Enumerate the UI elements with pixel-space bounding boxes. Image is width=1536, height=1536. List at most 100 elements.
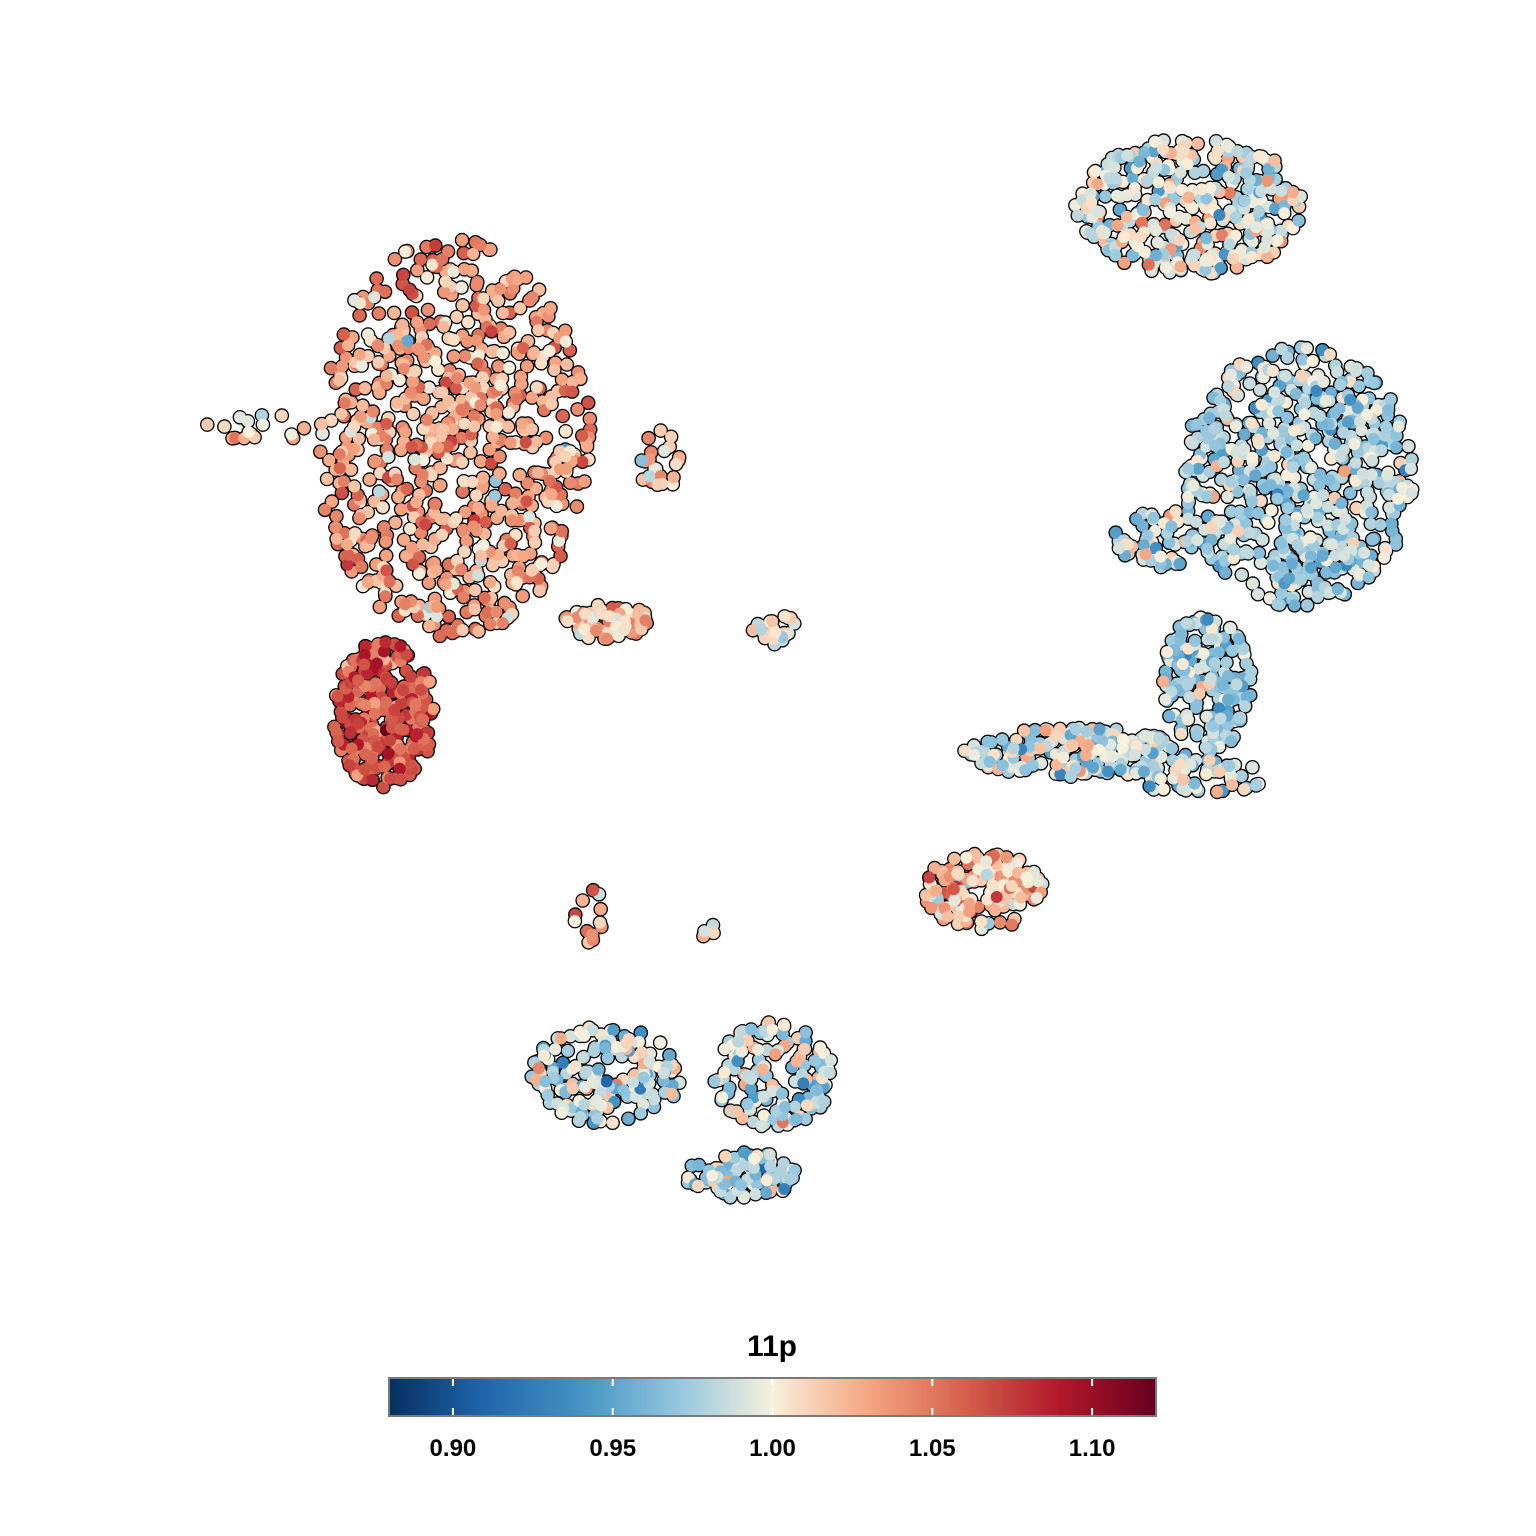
scatter-point bbox=[325, 495, 338, 508]
scatter-point bbox=[399, 245, 412, 258]
scatter-point bbox=[385, 676, 398, 689]
scatter-point bbox=[1223, 187, 1236, 199]
scatter-point bbox=[348, 420, 361, 433]
scatter-point bbox=[1142, 258, 1155, 271]
scatter-point bbox=[471, 357, 484, 370]
scatter-point bbox=[353, 512, 366, 524]
scatter-point bbox=[535, 357, 548, 370]
scatter-point bbox=[525, 564, 538, 577]
scatter-point bbox=[455, 403, 468, 416]
scatter-point bbox=[436, 423, 449, 436]
scatter-point bbox=[1214, 262, 1227, 274]
scatter-point bbox=[1181, 158, 1194, 171]
scatter-point bbox=[1099, 190, 1112, 203]
scatter-point bbox=[1199, 254, 1212, 267]
scatter-point bbox=[521, 477, 534, 490]
scatter-point bbox=[1091, 178, 1104, 191]
scatter-point bbox=[393, 374, 406, 386]
scatter-point bbox=[600, 632, 613, 645]
scatter-point bbox=[467, 520, 480, 533]
scatter-point bbox=[413, 567, 426, 580]
scatter-point bbox=[1121, 149, 1134, 162]
scatter-point bbox=[548, 364, 561, 376]
scatter-point bbox=[361, 576, 374, 589]
scatter-point bbox=[285, 428, 298, 441]
scatter-point bbox=[1268, 154, 1281, 167]
scatter-point bbox=[438, 286, 451, 298]
scatter-point bbox=[1128, 182, 1141, 195]
scatter-point bbox=[535, 557, 548, 570]
scatter-point bbox=[1221, 490, 1234, 503]
scatter-point bbox=[394, 773, 407, 786]
scatter-point bbox=[1109, 172, 1122, 185]
scatter-point bbox=[531, 466, 544, 479]
scatter-point bbox=[1286, 461, 1299, 474]
scatter-point bbox=[665, 430, 678, 443]
scatter-point bbox=[388, 306, 401, 319]
scatter-point bbox=[520, 495, 533, 508]
scatter-point bbox=[1255, 185, 1268, 198]
scatter-point bbox=[477, 471, 489, 484]
scatter-point bbox=[399, 598, 411, 611]
scatter-point bbox=[329, 521, 342, 534]
scatter-point bbox=[778, 610, 791, 623]
scatter-point bbox=[411, 728, 424, 741]
scatter-point bbox=[1188, 166, 1201, 179]
scatter-point bbox=[409, 365, 422, 378]
scatter-point bbox=[368, 456, 381, 468]
scatter-point bbox=[423, 381, 435, 394]
scatter-point bbox=[574, 372, 587, 385]
scatter-point bbox=[429, 355, 442, 368]
scatter-point bbox=[502, 406, 515, 419]
scatter-point bbox=[358, 648, 371, 661]
points-fill-layer bbox=[201, 134, 1419, 1204]
scatter-point bbox=[418, 351, 430, 364]
scatter-point bbox=[545, 398, 558, 411]
scatter-point bbox=[1353, 380, 1365, 393]
scatter-point bbox=[427, 703, 440, 715]
scatter-point bbox=[1250, 221, 1263, 234]
scatter-point bbox=[451, 372, 464, 385]
scatter-point bbox=[400, 483, 413, 495]
scatter-point bbox=[532, 572, 545, 585]
scatter-point bbox=[434, 479, 447, 492]
scatter-point bbox=[496, 347, 509, 360]
scatter-point bbox=[447, 350, 460, 363]
scatter-point bbox=[415, 683, 427, 696]
scatter-point bbox=[366, 405, 379, 418]
scatter-point bbox=[1261, 174, 1274, 187]
scatter-point bbox=[458, 545, 471, 558]
scatter-point bbox=[1132, 240, 1145, 253]
scatter-point bbox=[379, 590, 392, 603]
scatter-point bbox=[1210, 135, 1223, 148]
scatter-point bbox=[643, 470, 656, 483]
scatter-point bbox=[359, 699, 372, 712]
scatter-point bbox=[352, 674, 365, 687]
scatter-point bbox=[474, 239, 487, 251]
scatter-point bbox=[368, 697, 381, 709]
scatter-point bbox=[319, 503, 331, 516]
scatter-point bbox=[457, 591, 470, 604]
scatter-point bbox=[457, 523, 470, 536]
scatter-point bbox=[470, 334, 483, 347]
scatter-point bbox=[1349, 456, 1362, 469]
scatter-point bbox=[403, 283, 416, 296]
scatter-point bbox=[496, 617, 509, 629]
scatter-point bbox=[364, 532, 377, 545]
scatter-point bbox=[383, 734, 396, 747]
scatter-point bbox=[516, 590, 529, 602]
scatter-point bbox=[373, 485, 386, 498]
scatter-point bbox=[651, 478, 664, 491]
scatter-point bbox=[377, 781, 390, 794]
scatter-point bbox=[218, 420, 231, 433]
scatter-point bbox=[229, 431, 242, 444]
scatter-point bbox=[438, 513, 451, 526]
scatter-point bbox=[456, 624, 469, 637]
scatter-point bbox=[517, 341, 529, 354]
scatter-point bbox=[1150, 161, 1163, 174]
scatter-point bbox=[457, 247, 470, 260]
scatter-point bbox=[233, 411, 246, 424]
scatter-point bbox=[478, 591, 491, 604]
scatter-point bbox=[404, 386, 417, 399]
scatter-point bbox=[421, 414, 433, 426]
